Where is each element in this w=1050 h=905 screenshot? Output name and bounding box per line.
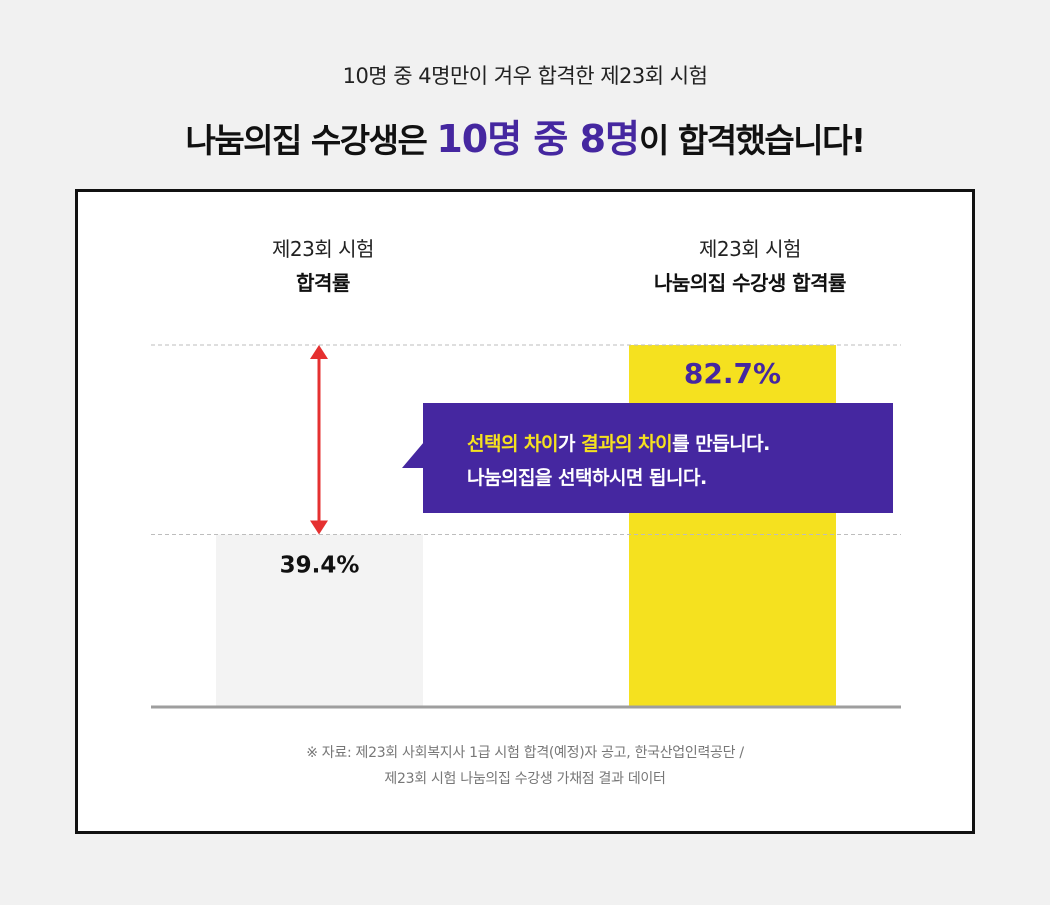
callout-text-2: 를 만듭니다. — [672, 433, 770, 455]
value-label-1: 39.4% — [280, 553, 360, 579]
callout-line1: 선택의 차이가 결과의 차이를 만듭니다. — [467, 427, 893, 461]
title-text: 나눔의집 수강생은 — [185, 121, 437, 160]
source-line1: ※ 자료: 제23회 사회복지사 1급 시험 합격(예정)자 공고, 한국산업인… — [306, 745, 744, 761]
bar-2 — [629, 345, 836, 707]
source-line2: 제23회 시험 나눔의집 수강생 가채점 결과 데이터 — [384, 771, 666, 787]
callout-box: 선택의 차이가 결과의 차이를 만듭니다. 나눔의집을 선택하시면 됩니다. — [423, 403, 893, 513]
bar-1 — [216, 534, 423, 707]
callout-line2: 나눔의집을 선택하시면 됩니다. — [467, 467, 707, 489]
callout-text-1: 가 — [558, 433, 582, 455]
callout-tail — [402, 442, 424, 468]
callout-highlight-choice: 선택의 차이 — [467, 433, 559, 455]
difference-arrow-down-head — [310, 520, 328, 535]
page-title: 나눔의집 수강생은 10명 중 8명이 합격했습니다! — [0, 108, 1050, 163]
difference-arrow-up-head — [310, 345, 328, 359]
right-label-line2: 나눔의집 수강생 합격률 — [654, 271, 846, 295]
chart-card: 제23회 시험 합격률 제23회 시험 나눔의집 수강생 합격률 39.4% 82… — [75, 189, 975, 834]
subtitle: 10명 중 4명만이 겨우 합격한 제23회 시험 — [342, 64, 708, 88]
right-column-label: 제23회 시험 나눔의집 수강생 합격률 — [570, 232, 930, 300]
source-note: ※ 자료: 제23회 사회복지사 1급 시험 합격(예정)자 공고, 한국산업인… — [78, 740, 972, 792]
right-label-line1: 제23회 시험 — [699, 237, 801, 261]
left-column-label: 제23회 시험 합격률 — [208, 232, 438, 300]
left-label-line1: 제23회 시험 — [272, 237, 374, 261]
title-suffix: 이 합격했습니다! — [638, 121, 866, 160]
value-label-2: 82.7% — [684, 357, 781, 390]
callout-highlight-result: 결과의 차이 — [581, 433, 673, 455]
title-accent: 10명 중 8명 — [436, 117, 640, 161]
left-label-line2: 합격률 — [296, 271, 350, 295]
